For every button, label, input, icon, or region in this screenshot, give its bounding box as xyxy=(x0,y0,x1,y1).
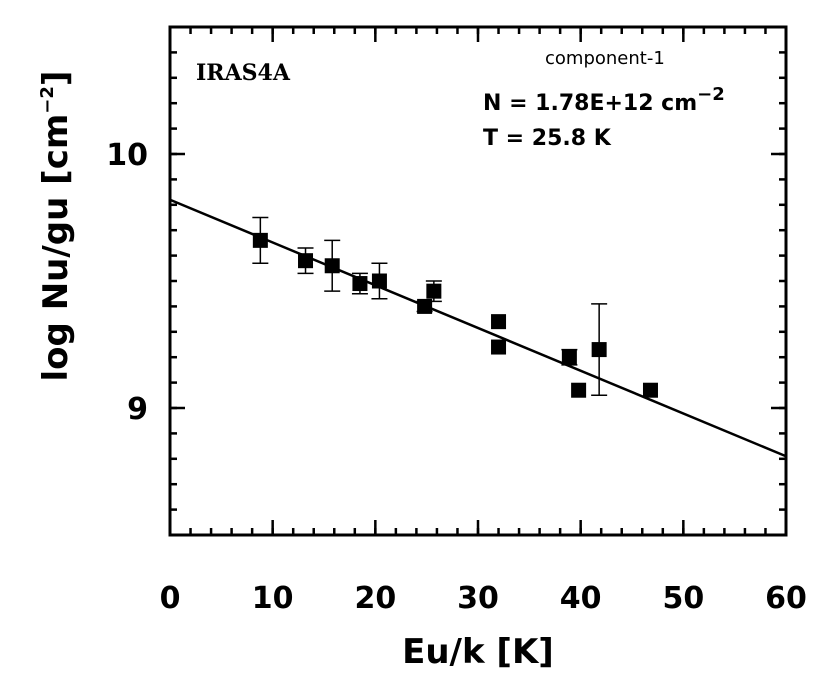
data-point xyxy=(417,298,433,314)
y-axis-title-main: log Nu/gu [cm xyxy=(36,114,76,382)
data-point xyxy=(642,382,658,398)
y-axis-title-close: ] xyxy=(36,71,76,87)
y-axis-title: log Nu/gu [cm−2] xyxy=(36,71,76,382)
y-tick-label: 10 xyxy=(106,138,148,173)
source-label: IRAS4A xyxy=(196,60,291,86)
data-point xyxy=(371,273,387,289)
x-tick-label: 20 xyxy=(354,581,396,616)
x-tick-label: 60 xyxy=(765,581,807,616)
data-point xyxy=(324,258,340,274)
axis-ticks xyxy=(168,25,788,537)
x-tick-label: 10 xyxy=(252,581,294,616)
data-point xyxy=(491,314,507,330)
data-point xyxy=(591,342,607,358)
x-tick-labels: 0 10 20 30 40 50 60 xyxy=(160,581,807,616)
x-axis-title: Eu/k [K] xyxy=(402,632,554,672)
component-label: component-1 xyxy=(545,48,665,69)
data-point xyxy=(252,232,268,248)
x-tick-label: 50 xyxy=(662,581,704,616)
fit-temperature: T = 25.8 K xyxy=(483,126,612,151)
x-tick-label: 0 xyxy=(160,581,181,616)
data-point xyxy=(561,349,577,365)
fit-column-density: N = 1.78E+12 cm−2 xyxy=(483,84,725,116)
fit-n-exponent: −2 xyxy=(697,84,725,105)
x-tick-label: 30 xyxy=(457,581,499,616)
y-tick-label: 9 xyxy=(127,392,148,427)
data-point xyxy=(352,276,368,292)
data-point xyxy=(298,253,314,269)
data-points xyxy=(252,216,658,398)
data-point xyxy=(426,283,442,299)
fit-n-text: N = 1.78E+12 cm xyxy=(483,91,697,116)
data-point xyxy=(571,382,587,398)
x-tick-label: 40 xyxy=(560,581,602,616)
y-tick-labels: 9 10 xyxy=(106,138,148,427)
data-point xyxy=(491,339,507,355)
fit-line xyxy=(169,198,787,458)
y-axis-title-exponent: −2 xyxy=(37,86,58,114)
